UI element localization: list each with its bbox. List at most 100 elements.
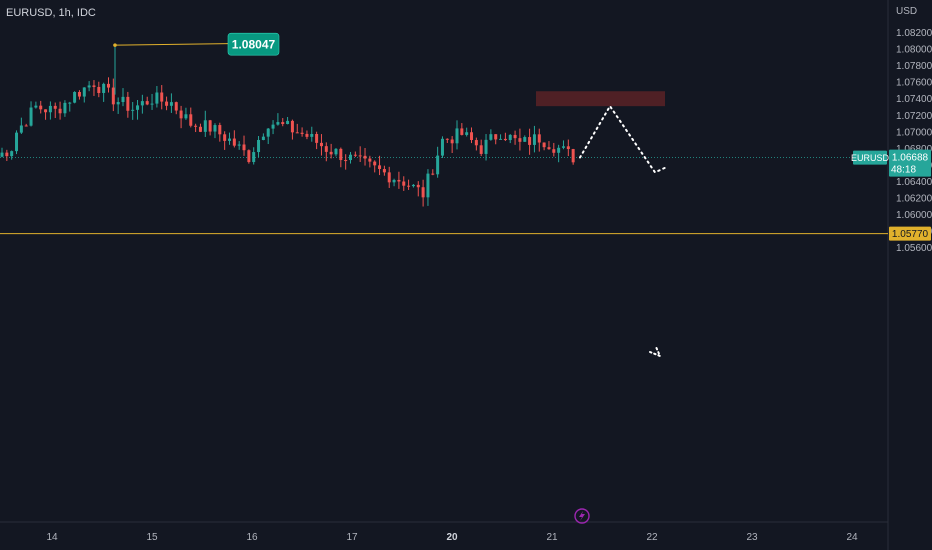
candle-body	[557, 147, 561, 153]
price-tick-label: 1.07200	[896, 111, 932, 122]
candle-body	[48, 105, 52, 113]
candle-body	[165, 101, 169, 106]
candle-body	[523, 137, 527, 142]
candle-body	[416, 184, 420, 188]
candle-body	[223, 134, 227, 141]
candle-body	[34, 105, 38, 108]
candle-body	[266, 128, 270, 137]
candle-body	[0, 152, 4, 157]
candle-body	[179, 110, 183, 119]
candle-body	[208, 120, 212, 132]
time-tick-label: 16	[246, 532, 258, 543]
candle-body	[484, 139, 488, 154]
candle-body	[503, 138, 507, 141]
time-tick-label: 22	[646, 532, 658, 543]
candle-body	[542, 142, 546, 148]
candle-body	[537, 134, 541, 143]
price-tick-label: 1.06800	[896, 144, 932, 155]
candle-body	[407, 185, 411, 187]
price-tick-label: 1.07000	[896, 127, 932, 138]
candle-body	[455, 128, 459, 144]
candle-body	[397, 179, 401, 182]
time-tick-label: 15	[146, 532, 158, 543]
current-price-label: 1.06688	[892, 153, 929, 164]
candle-body	[218, 125, 222, 135]
price-tick-label: 1.05600	[896, 243, 932, 254]
high-marker-line	[114, 43, 229, 46]
candle-body	[58, 108, 62, 114]
candle-body	[431, 173, 435, 175]
candle-body	[310, 133, 314, 137]
price-tick-label: 1.08200	[896, 28, 932, 39]
candle-body	[252, 152, 256, 163]
candle-body	[334, 148, 338, 155]
candle-body	[242, 144, 246, 151]
candle-body	[87, 85, 91, 88]
candle-body	[97, 86, 101, 93]
time-tick-label: 24	[846, 532, 858, 543]
candle-body	[286, 120, 290, 125]
candle-body	[53, 105, 57, 109]
candle-body	[68, 102, 72, 104]
candle-body	[489, 134, 493, 140]
candle-body	[426, 173, 430, 198]
candle-body	[19, 125, 23, 133]
candle-body	[131, 109, 135, 111]
candle-body	[494, 134, 498, 140]
candle-body	[528, 137, 532, 145]
support-price-badge	[889, 226, 931, 241]
candle-body	[237, 144, 241, 146]
candle-body	[358, 155, 362, 157]
candle-body	[257, 139, 261, 153]
candle-body	[566, 146, 570, 150]
candle-body	[126, 96, 130, 111]
candle-body	[353, 154, 357, 156]
candle-body	[378, 165, 382, 170]
candle-body	[276, 122, 280, 125]
candle-body	[174, 102, 178, 111]
candle-body	[15, 132, 19, 152]
candle-body	[450, 139, 454, 144]
price-tick-label: 1.06400	[896, 177, 932, 188]
time-tick-label: 21	[546, 532, 558, 543]
support-price-label: 1.05770	[892, 229, 929, 240]
bar-countdown-label: 48:18	[891, 165, 916, 176]
price-tick-label: 1.07400	[896, 94, 932, 105]
candle-body	[5, 152, 9, 157]
lightning-icon[interactable]	[574, 508, 590, 524]
candle-body	[363, 155, 367, 159]
candle-body	[324, 146, 328, 152]
candle-body	[29, 107, 33, 126]
candle-body	[92, 85, 96, 87]
candle-body	[571, 149, 575, 163]
candle-body	[271, 124, 275, 129]
candle-body	[136, 105, 140, 110]
candle-body	[198, 126, 202, 132]
candle-body	[499, 138, 503, 140]
candle-body	[411, 184, 415, 187]
candle-body	[184, 114, 188, 119]
symbol-tag-label: EURUSD	[851, 153, 890, 163]
candle-body	[73, 92, 77, 103]
candle-body	[295, 132, 299, 134]
candle-body	[508, 134, 512, 141]
candle-body	[532, 134, 536, 145]
candle-body	[445, 138, 449, 140]
candle-body	[387, 172, 391, 183]
candle-body	[10, 151, 14, 157]
candle-body	[513, 134, 517, 139]
candle-body	[116, 102, 120, 105]
candle-body	[247, 150, 251, 163]
candle-body	[373, 161, 377, 166]
candle-body	[319, 142, 323, 147]
projection-path	[579, 104, 667, 174]
candle-body	[402, 181, 406, 186]
candle-body	[24, 125, 28, 127]
candle-body	[63, 102, 67, 114]
resistance-zone	[536, 91, 665, 107]
candle-body	[194, 125, 198, 127]
price-tick-label: 1.07800	[896, 61, 932, 72]
candle-body	[106, 83, 110, 88]
price-tick-label: 1.06200	[896, 194, 932, 205]
